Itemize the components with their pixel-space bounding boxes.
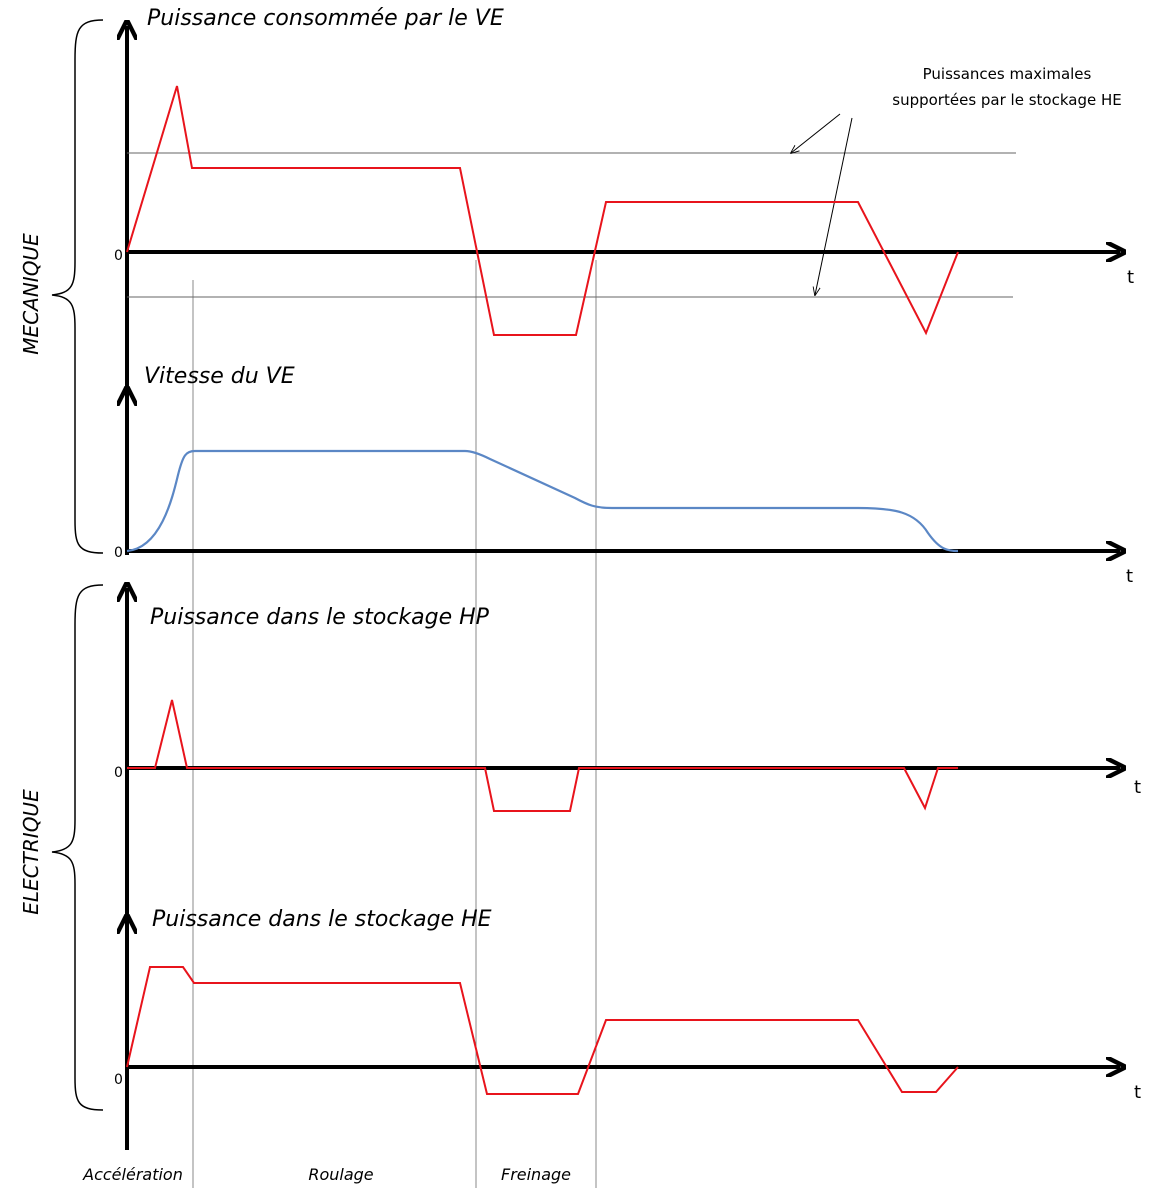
hp-power-title: Puissance dans le stockage HP [150, 605, 490, 630]
speed-curve [127, 451, 958, 551]
speed-zero: 0 [114, 545, 123, 561]
electrical-group-label: ELECTRIQUE [19, 789, 43, 915]
phase-label-braking: Freinage [501, 1165, 571, 1184]
phase-label-rolling: Roulage [308, 1165, 373, 1184]
phase-label-acceleration: Accélération [82, 1165, 183, 1184]
annotation-line-2: supportées par le stockage HE [892, 91, 1121, 109]
hp-power-curve [127, 700, 958, 811]
meca-power-curve [127, 86, 958, 335]
electrical-brace [52, 585, 103, 1110]
he-power-zero: 0 [114, 1072, 123, 1088]
meca-power-t-label: t [1127, 267, 1134, 288]
mechanical-brace [52, 20, 103, 553]
he-power-curve [127, 967, 958, 1094]
meca-power-title: Puissance consommée par le VE [147, 6, 504, 31]
annotation-arrow-lower [815, 118, 852, 295]
annotation-line-1: Puissances maximales [923, 65, 1092, 83]
meca-power-zero: 0 [114, 248, 123, 264]
he-power-title: Puissance dans le stockage HE [152, 907, 492, 932]
he-power-t-label: t [1134, 1082, 1141, 1103]
speed-t-label: t [1126, 566, 1133, 587]
speed-title: Vitesse du VE [144, 364, 295, 389]
hp-power-t-label: t [1134, 777, 1141, 798]
hp-power-zero: 0 [114, 765, 123, 781]
annotation-arrow-upper [791, 114, 840, 153]
mechanical-group-label: MECANIQUE [19, 233, 43, 355]
